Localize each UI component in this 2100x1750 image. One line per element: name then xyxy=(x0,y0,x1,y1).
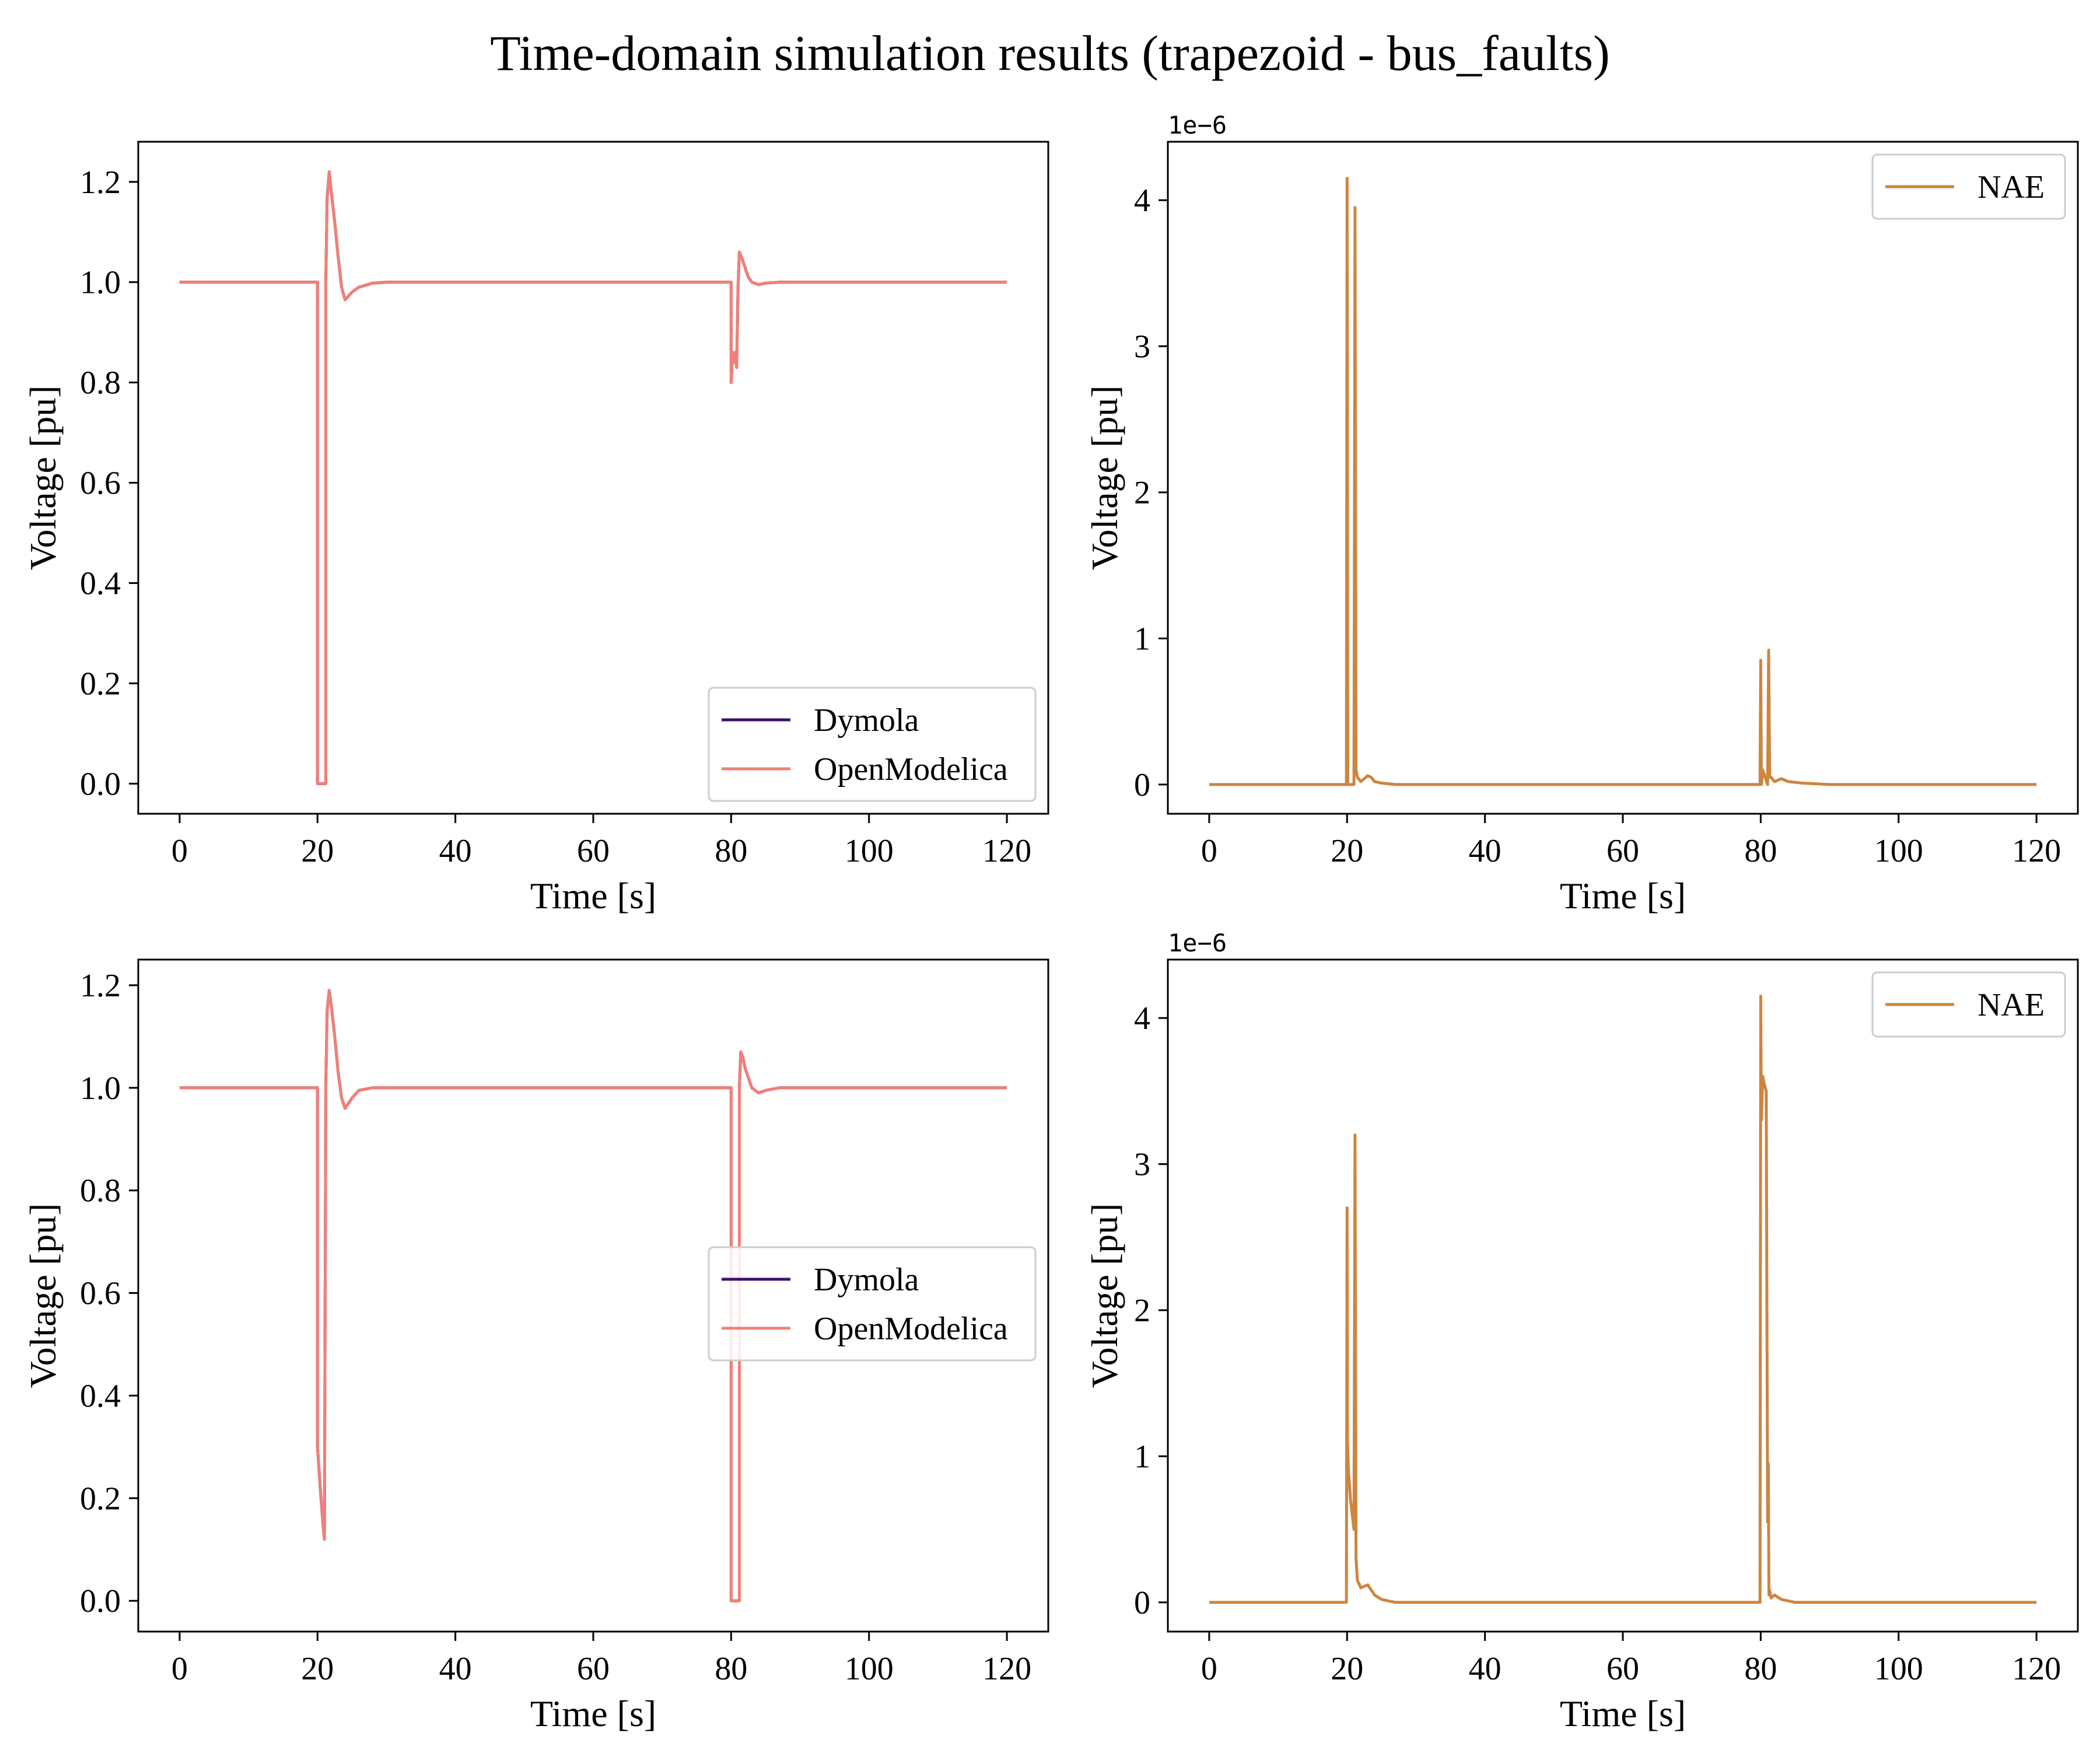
y-offset-text: 1e−6 xyxy=(1168,929,1227,957)
legend-box xyxy=(1871,971,2066,1038)
x-tick-label: 80 xyxy=(1744,1651,1777,1687)
figure-title: Time-domain simulation results (trapezoi… xyxy=(490,25,1610,81)
x-tick-label: 40 xyxy=(439,1651,472,1687)
y-tick-label: 0.2 xyxy=(80,666,121,702)
x-tick-label: 80 xyxy=(715,1651,747,1687)
x-tick-label: 60 xyxy=(577,1651,610,1687)
series-lines xyxy=(1209,177,2037,786)
subplot-2: 0 20 40 60 80 100 120 0 1 2 3 4 Time [s] Voltage [pu]… xyxy=(1084,111,2079,916)
y-tick-label: 0.8 xyxy=(80,365,121,401)
x-tick-label: 40 xyxy=(439,833,472,869)
x-tick-label: 20 xyxy=(301,833,334,869)
series-lines xyxy=(179,170,1007,785)
subplot-4: 0 20 40 60 80 100 120 0 1 2 3 4 Time [s] Voltage [pu]… xyxy=(1084,929,2079,1734)
y-tick-label: 3 xyxy=(1134,329,1150,365)
x-tick-label: 0 xyxy=(172,833,188,869)
y-tick-label: 1.2 xyxy=(80,968,121,1004)
legend-label-nae: NAE xyxy=(1978,169,2045,205)
series-line-nae xyxy=(1209,177,2037,786)
legend-label-dymola: Dymola xyxy=(814,702,919,738)
x-tick-label: 20 xyxy=(1331,833,1363,869)
x-tick-label: 0 xyxy=(1201,833,1217,869)
series-line-openmodelica xyxy=(179,170,1007,785)
series-lines xyxy=(179,989,1007,1602)
y-tick-label: 0.8 xyxy=(80,1173,121,1209)
legend-label-nae: NAE xyxy=(1978,987,2045,1023)
plot-frame xyxy=(1167,958,2079,1633)
x-tick-label: 100 xyxy=(1874,1651,1923,1687)
y-axis-label: Voltage [pu] xyxy=(22,1203,64,1388)
legend-label-openmodelica: OpenModelica xyxy=(814,1311,1008,1347)
series-lines xyxy=(1209,995,2037,1604)
y-axis-label: Voltage [pu] xyxy=(22,386,64,570)
y-tick-label: 1.0 xyxy=(80,265,121,301)
y-tick-label: 0.6 xyxy=(80,466,121,502)
x-tick-label: 120 xyxy=(982,1651,1031,1687)
subplot-grid: 0 20 40 60 80 100 1200.00.20.40.60.81.01.2Time… xyxy=(22,111,2079,1734)
y-axis-label: Voltage [pu] xyxy=(1084,1203,1125,1388)
y-tick-label: 1.0 xyxy=(80,1070,121,1107)
legend-box xyxy=(708,1246,1037,1362)
x-tick-label: 0 xyxy=(1201,1651,1217,1687)
x-tick-label: 120 xyxy=(982,833,1031,869)
subplot-1: 0 20 40 60 80 100 120 0.0 0.2 0.4 0.6 0.8 1.0 1.2 Time… xyxy=(22,141,1049,916)
x-tick-label: 100 xyxy=(845,1651,894,1687)
y-offset-text: 1e−6 xyxy=(1168,111,1227,139)
legend: NAE xyxy=(1871,153,2066,220)
x-tick-label: 20 xyxy=(1331,1651,1363,1687)
legend: Dymola OpenModelica xyxy=(708,687,1037,802)
x-tick-label: 80 xyxy=(1744,833,1777,869)
subplot-3: 0 20 40 60 80 100 120 0.0 0.2 0.4 0.6 0.8 1.0 1.2 Time… xyxy=(22,958,1049,1734)
legend-label-dymola: Dymola xyxy=(814,1262,919,1298)
y-tick-label: 4 xyxy=(1134,183,1150,219)
x-tick-label: 120 xyxy=(2012,833,2061,869)
y-tick-label: 0 xyxy=(1134,767,1150,803)
y-tick-label: 0.2 xyxy=(80,1480,121,1517)
y-tick-label: 0.0 xyxy=(80,1583,121,1619)
y-tick-label: 1 xyxy=(1134,1438,1150,1475)
legend: NAE xyxy=(1871,971,2066,1038)
x-tick-label: 0 xyxy=(172,1651,188,1687)
y-axis-label: Voltage [pu] xyxy=(1084,386,1125,570)
x-tick-label: 60 xyxy=(1606,833,1639,869)
y-tick-label: 0.6 xyxy=(80,1276,121,1312)
x-axis-label: Time [s] xyxy=(530,875,656,916)
x-tick-label: 100 xyxy=(1874,833,1923,869)
y-tick-label: 0.4 xyxy=(80,1378,121,1414)
y-tick-label: 2 xyxy=(1134,1293,1150,1329)
legend-box xyxy=(708,687,1037,802)
x-tick-label: 100 xyxy=(845,833,894,869)
y-tick-label: 0.4 xyxy=(80,566,121,602)
x-tick-label: 40 xyxy=(1469,833,1502,869)
y-tick-label: 0.0 xyxy=(80,766,121,802)
y-tick-label: 1 xyxy=(1134,621,1150,657)
x-tick-label: 60 xyxy=(577,833,610,869)
x-axis-label: Time [s] xyxy=(1560,875,1686,916)
x-axis-label: Time [s] xyxy=(1560,1693,1686,1734)
y-tick-label: 1.2 xyxy=(80,164,121,201)
series-line-openmodelica xyxy=(179,989,1007,1602)
y-tick-label: 4 xyxy=(1134,1000,1150,1037)
y-tick-label: 0 xyxy=(1134,1585,1150,1621)
x-tick-label: 80 xyxy=(715,833,747,869)
x-axis-label: Time [s] xyxy=(530,1693,656,1734)
x-tick-label: 40 xyxy=(1469,1651,1502,1687)
legend-box xyxy=(1871,153,2066,220)
x-tick-label: 20 xyxy=(301,1651,334,1687)
y-tick-label: 2 xyxy=(1134,475,1150,511)
x-tick-label: 60 xyxy=(1606,1651,1639,1687)
legend-label-openmodelica: OpenModelica xyxy=(814,751,1008,788)
plot-frame xyxy=(1167,141,2079,815)
legend: Dymola OpenModelica xyxy=(708,1246,1037,1362)
y-tick-label: 3 xyxy=(1134,1147,1150,1183)
series-line-nae xyxy=(1209,995,2037,1604)
x-tick-label: 120 xyxy=(2012,1651,2061,1687)
